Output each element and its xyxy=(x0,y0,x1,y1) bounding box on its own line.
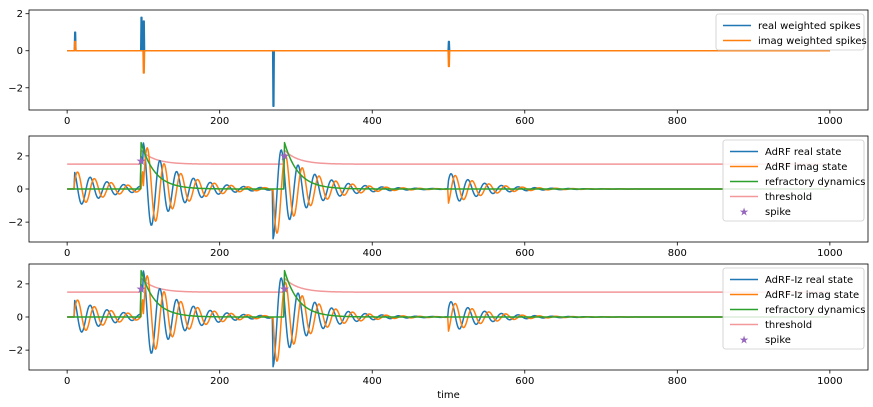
y-tick-label: 2 xyxy=(17,9,23,20)
x-tick-label: 400 xyxy=(363,116,382,127)
legend: real weighted spikes imag weighted spikes xyxy=(715,13,867,51)
x-tick-label: 600 xyxy=(515,248,534,259)
legend: AdRF real state AdRF imag state refractory… xyxy=(722,139,866,222)
legend-marker-spike: ★ xyxy=(739,206,749,219)
x-tick-label: 1000 xyxy=(817,376,842,387)
legend-label: AdRF-Iz imag state xyxy=(765,290,859,301)
x-tick-label: 800 xyxy=(668,248,687,259)
legend-label: AdRF-Iz real state xyxy=(765,275,853,286)
legend-box xyxy=(722,267,865,350)
spike-marker-1: ★ xyxy=(279,282,290,296)
series-line-threshold xyxy=(67,149,830,165)
x-tick-label: 400 xyxy=(363,248,382,259)
legend-label: real weighted spikes xyxy=(758,21,861,32)
chart-panel-adrf-state: ★ ★0 200 400 600 800 1000−202 AdRF real stateAd… xyxy=(8,135,869,259)
chart-panel-weighted-spikes: 0 200 400 600 800 1000 −2 0 2 real weighted spike… xyxy=(8,9,869,127)
x-tick-label: 200 xyxy=(210,248,229,259)
x-tick-label: 200 xyxy=(210,376,229,387)
x-tick-label: 600 xyxy=(515,376,534,387)
plot-content: ★ ★ xyxy=(67,269,830,368)
x-tick-label: 600 xyxy=(515,116,534,127)
spike-marker-1: ★ xyxy=(279,149,290,163)
legend-label: refractory dynamics xyxy=(765,177,866,188)
x-tick-label: 800 xyxy=(668,376,687,387)
legend-box xyxy=(715,13,865,51)
legend-label: refractory dynamics xyxy=(765,305,866,316)
series-line-refractory xyxy=(67,269,830,318)
legend-label: spike xyxy=(765,335,791,346)
plot-content: ★ ★ xyxy=(67,141,830,240)
y-tick-label: 0 xyxy=(17,46,23,57)
y-tick-label: −2 xyxy=(8,83,23,94)
x-tick-label: 0 xyxy=(64,116,70,127)
legend-label: imag weighted spikes xyxy=(758,36,867,47)
x-tick-label: 400 xyxy=(363,376,382,387)
series-line-refractory xyxy=(67,141,830,190)
x-tick-label: 0 xyxy=(64,376,70,387)
y-tick-label: −2 xyxy=(8,218,23,229)
spike-marker-0: ★ xyxy=(136,154,147,168)
spike-marker-0: ★ xyxy=(136,282,147,296)
legend-label: AdRF real state xyxy=(765,147,841,158)
x-tick-label: 1000 xyxy=(817,116,842,127)
y-tick-label: 2 xyxy=(17,151,23,162)
y-tick-label: −2 xyxy=(8,346,23,357)
x-axis-label: time xyxy=(437,390,460,401)
legend-label: AdRF imag state xyxy=(765,162,847,173)
y-tick-label: 0 xyxy=(17,313,23,324)
x-tick-label: 200 xyxy=(210,116,229,127)
legend-label: threshold xyxy=(765,192,812,203)
series-line-threshold xyxy=(67,277,830,293)
plot-content xyxy=(67,16,830,108)
axes-frame xyxy=(28,9,869,111)
x-tick-label: 1000 xyxy=(817,248,842,259)
y-tick-label: 0 xyxy=(17,185,23,196)
legend-marker-spike: ★ xyxy=(739,334,749,347)
series-line-1 xyxy=(67,40,830,74)
legend-label: spike xyxy=(765,207,791,218)
x-tick-label: 0 xyxy=(64,248,70,259)
x-tick-label: 800 xyxy=(668,116,687,127)
legend-box xyxy=(722,139,865,222)
legend: AdRF-Iz real state AdRF-Iz imag state refr… xyxy=(722,267,866,350)
y-tick-label: 2 xyxy=(17,279,23,290)
legend-label: threshold xyxy=(765,320,812,331)
